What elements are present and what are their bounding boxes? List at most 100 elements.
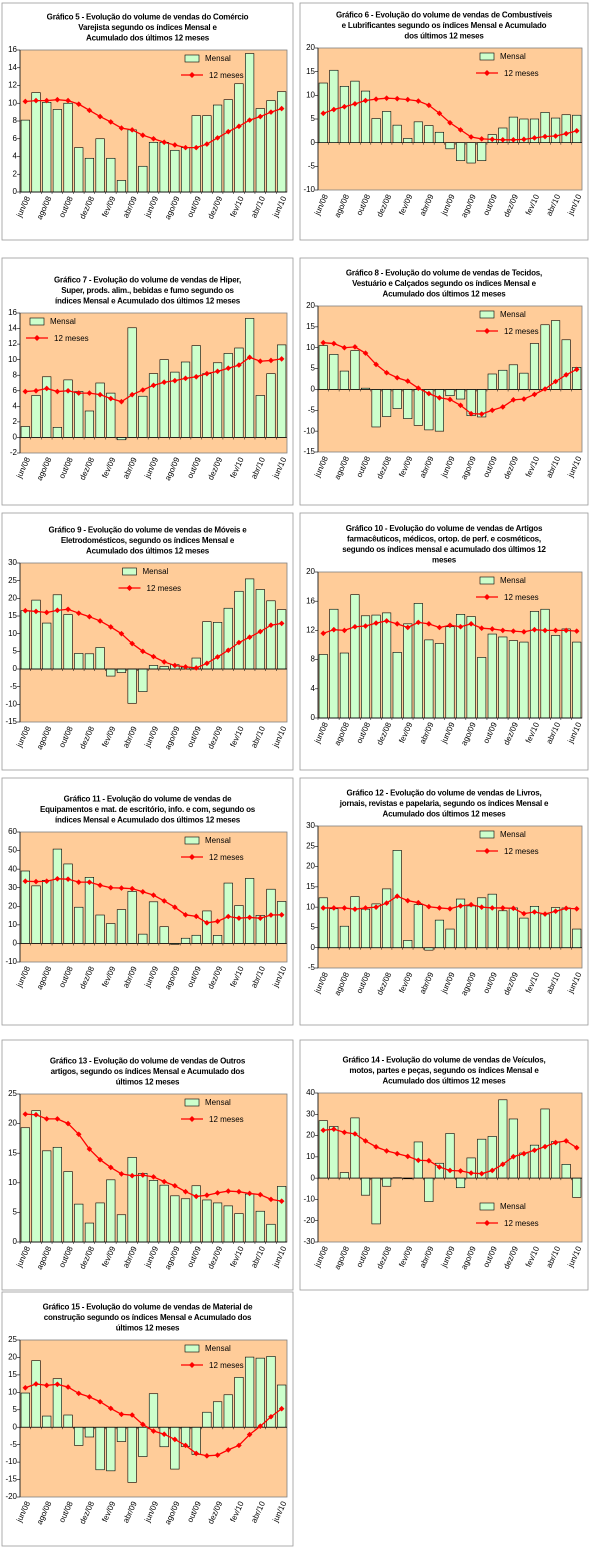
line-marker bbox=[404, 378, 411, 384]
line-marker bbox=[150, 1428, 157, 1434]
bar bbox=[213, 935, 223, 944]
line-marker bbox=[394, 1150, 400, 1157]
line-marker bbox=[394, 95, 400, 102]
line-marker bbox=[573, 628, 580, 634]
line-marker bbox=[500, 404, 506, 410]
bar bbox=[245, 1356, 255, 1428]
line-marker bbox=[22, 388, 29, 395]
bar bbox=[95, 1202, 105, 1243]
line-marker bbox=[54, 1381, 61, 1388]
line-marker bbox=[214, 1452, 221, 1458]
bar bbox=[245, 1193, 255, 1243]
chart-title: artigos, segundo os índices Mensal e Acu… bbox=[51, 1067, 245, 1076]
legend-marker bbox=[189, 1116, 195, 1122]
bar bbox=[350, 594, 360, 719]
bar bbox=[213, 104, 223, 193]
line-marker bbox=[129, 391, 135, 398]
line-marker bbox=[404, 897, 411, 904]
line-marker bbox=[193, 373, 200, 380]
bar bbox=[382, 612, 392, 719]
line-marker bbox=[278, 620, 285, 627]
bar bbox=[63, 863, 73, 944]
bar bbox=[180, 937, 191, 944]
line-marker bbox=[118, 398, 125, 405]
bar bbox=[52, 109, 62, 193]
line-marker bbox=[362, 905, 369, 911]
bar bbox=[371, 903, 381, 949]
y-tick-label: 12 bbox=[8, 339, 17, 348]
y-tick-label: -10 bbox=[5, 1457, 17, 1466]
bar bbox=[138, 1426, 148, 1457]
legend-label: 12 meses bbox=[209, 853, 244, 862]
line-marker bbox=[426, 903, 432, 910]
bar bbox=[424, 639, 434, 719]
line-marker bbox=[129, 640, 135, 647]
line-marker bbox=[150, 1174, 157, 1180]
chart-title: índices Mensal e Acumulado dos últimos 1… bbox=[55, 297, 241, 306]
line-marker bbox=[43, 878, 50, 885]
y-tick-label: 10 bbox=[8, 1178, 17, 1187]
bar bbox=[191, 115, 201, 193]
line-marker bbox=[415, 385, 422, 391]
legend-label: 12 meses bbox=[504, 593, 539, 602]
line-marker bbox=[97, 1156, 103, 1163]
line-marker bbox=[510, 628, 517, 634]
bar bbox=[413, 904, 423, 949]
legend-swatch bbox=[479, 576, 495, 585]
line-marker bbox=[75, 610, 82, 616]
line-marker bbox=[172, 662, 178, 669]
bar bbox=[266, 600, 276, 670]
y-tick-label: 5 bbox=[13, 1208, 18, 1217]
bar bbox=[466, 905, 476, 949]
line-marker bbox=[383, 900, 390, 906]
bar bbox=[116, 1214, 127, 1243]
line-marker bbox=[172, 142, 178, 148]
y-tick-label: 40 bbox=[8, 864, 17, 873]
line-marker bbox=[33, 97, 39, 104]
y-tick-label: -10 bbox=[303, 426, 315, 435]
line-marker bbox=[573, 905, 580, 912]
y-tick-label: 15 bbox=[306, 67, 315, 76]
legend-label: Mensal bbox=[50, 317, 76, 326]
line-marker bbox=[510, 397, 517, 403]
y-tick-label: -15 bbox=[5, 1475, 17, 1484]
bar bbox=[106, 1426, 116, 1472]
bar bbox=[127, 327, 137, 438]
bar bbox=[561, 114, 571, 143]
bar bbox=[403, 623, 413, 719]
legend-marker bbox=[484, 1220, 490, 1226]
line-marker bbox=[150, 892, 157, 898]
line-marker bbox=[383, 369, 390, 376]
bar bbox=[138, 668, 148, 692]
bar bbox=[42, 622, 52, 670]
chart-title: motos, partes e peças, segundo os índice… bbox=[349, 1066, 539, 1075]
line-marker bbox=[521, 136, 527, 143]
bar bbox=[202, 373, 212, 438]
line-marker bbox=[341, 344, 348, 351]
bar bbox=[180, 1198, 191, 1243]
line-marker bbox=[33, 878, 39, 885]
bar bbox=[74, 147, 84, 193]
bar bbox=[106, 923, 116, 944]
chart-title: Acumulado dos últimos 12 meses bbox=[383, 290, 507, 299]
legend-marker bbox=[126, 585, 133, 591]
bar bbox=[466, 142, 476, 164]
bar bbox=[159, 359, 169, 438]
bar bbox=[42, 879, 52, 944]
bar bbox=[202, 115, 212, 193]
legend-swatch bbox=[479, 310, 495, 319]
legend-swatch bbox=[184, 54, 200, 63]
bar bbox=[382, 1177, 392, 1187]
line-marker bbox=[161, 659, 167, 665]
bar bbox=[403, 940, 413, 949]
bar bbox=[561, 907, 571, 949]
line-marker bbox=[22, 1384, 29, 1391]
bar bbox=[170, 1195, 180, 1243]
line-marker bbox=[54, 388, 61, 395]
bar bbox=[277, 1186, 287, 1243]
bar bbox=[148, 1180, 159, 1243]
legend-label: Mensal bbox=[205, 836, 231, 845]
line-marker bbox=[278, 1405, 285, 1412]
line-marker bbox=[257, 358, 264, 365]
